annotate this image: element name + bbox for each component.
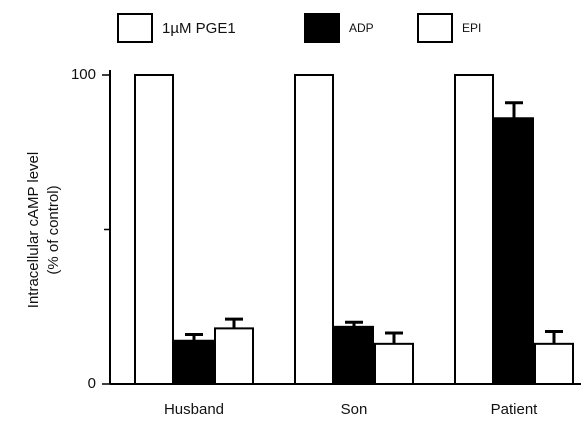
bar (174, 339, 214, 385)
x-tick-label: Son (341, 401, 368, 418)
y-tick-label: 0 (88, 375, 96, 392)
legend-label: ADP (349, 21, 374, 35)
legend-swatch (304, 13, 340, 43)
error-bar (545, 329, 563, 344)
bar (454, 74, 494, 385)
bar (334, 325, 374, 385)
legend-swatch (417, 13, 453, 43)
y-axis-label: Intracellular cAMP level (25, 152, 42, 308)
error-bar (505, 101, 523, 119)
bar (534, 342, 574, 385)
bar (134, 74, 174, 385)
bar (374, 342, 414, 385)
bar (294, 74, 334, 385)
legend-swatch (117, 13, 153, 43)
error-bar (385, 331, 403, 344)
error-bar (225, 317, 243, 329)
y-axis-label: (% of control) (45, 185, 62, 274)
y-tick-label: 100 (71, 66, 96, 83)
x-tick-label: Patient (491, 401, 539, 418)
legend-label: EPI (462, 21, 481, 35)
bar (494, 117, 534, 385)
error-bar (185, 333, 203, 341)
legend-label: 1µM PGE1 (162, 20, 236, 37)
x-tick-label: Husband (164, 401, 224, 418)
bar (214, 327, 254, 386)
